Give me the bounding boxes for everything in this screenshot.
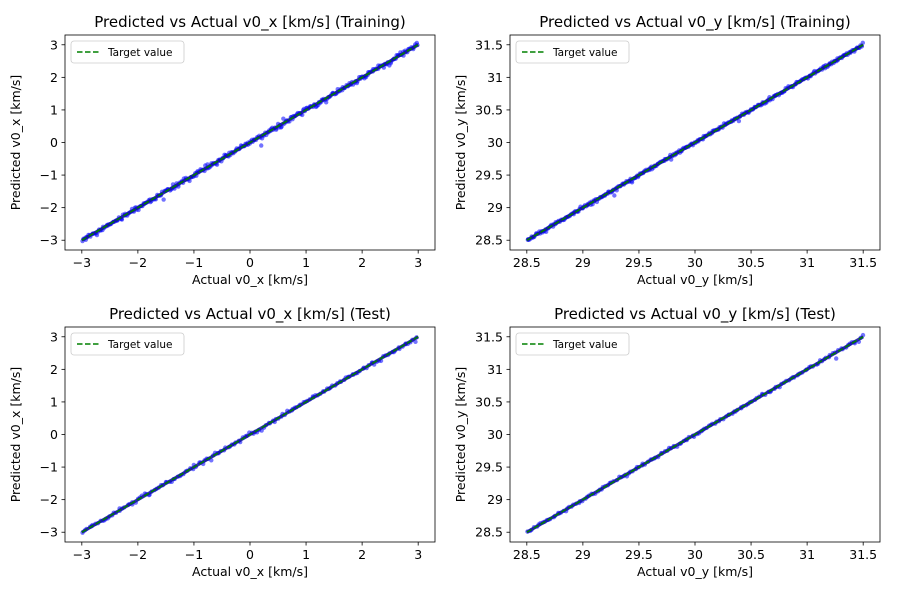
y-tick-label: 29 — [487, 492, 503, 507]
legend-label: Target value — [552, 339, 618, 351]
scatter-point — [834, 356, 839, 361]
scatter-point — [323, 100, 329, 105]
legend: Target value — [70, 40, 185, 64]
target-line — [526, 336, 864, 533]
y-tick-label: 3 — [50, 329, 58, 344]
y-tick-label: −3 — [40, 525, 58, 540]
y-tick-label: 29.5 — [475, 168, 503, 183]
y-tick-label: −1 — [40, 460, 58, 475]
x-tick-label: 31 — [799, 547, 815, 562]
y-tick-label: −3 — [40, 233, 58, 248]
x-tick-label: 30 — [687, 547, 703, 562]
x-tick-label: 31.5 — [849, 255, 877, 270]
x-tick-label: 0 — [246, 255, 254, 270]
legend-label: Target value — [552, 47, 618, 59]
x-tick-label: 3 — [414, 547, 422, 562]
x-tick-label: −2 — [129, 547, 147, 562]
subplot-4: 28.5 29 29.5 30 30.5 31 31.5 28.5 29 29.5 30 30.5 31… — [453, 305, 881, 579]
y-tick-label: 28.5 — [475, 233, 503, 248]
x-tick-label: 0 — [246, 547, 254, 562]
subplot-1: −3 −2 −1 0 1 2 3 −3 −2 −1 0 1 2 3 Predicted vs Actual … — [8, 13, 436, 287]
legend-box — [515, 40, 630, 64]
scatter-point — [161, 197, 166, 202]
x-tick-label: 3 — [414, 255, 422, 270]
y-tick-label: 0 — [50, 427, 58, 442]
y-tick-label: 1 — [50, 394, 58, 409]
x-tick-label: 31 — [799, 255, 815, 270]
x-tick-label: 1 — [302, 547, 310, 562]
x-tick-label: 30.5 — [737, 547, 765, 562]
scatter-point — [94, 232, 100, 238]
y-axis-label: Predicted v0_y [km/s] — [453, 75, 468, 211]
x-tick-label: 29.5 — [625, 255, 653, 270]
y-tick-label: 31.5 — [475, 329, 503, 344]
y-tick-label: 30 — [487, 427, 503, 442]
scatter-point — [612, 193, 617, 198]
x-tick-label: −3 — [73, 255, 91, 270]
target-line — [81, 44, 419, 241]
legend-box — [70, 332, 185, 356]
chart-title: Predicted vs Actual v0_x [km/s] (Trainin… — [94, 13, 406, 32]
x-tick-label: 2 — [358, 255, 366, 270]
target-line — [526, 44, 864, 241]
scatter-point — [736, 118, 742, 124]
y-tick-label: 31 — [487, 362, 503, 377]
x-axis-label: Actual v0_y [km/s] — [637, 272, 753, 287]
legend-box — [70, 40, 185, 64]
legend-label: Target value — [107, 339, 173, 351]
x-tick-label: 2 — [358, 547, 366, 562]
y-tick-label: 1 — [50, 102, 58, 117]
y-tick-label: 28.5 — [475, 525, 503, 540]
chart-title: Predicted vs Actual v0_y [km/s] (Test) — [554, 305, 836, 324]
y-tick-label: 30.5 — [475, 394, 503, 409]
x-tick-label: 30.5 — [737, 255, 765, 270]
x-tick-label: 1 — [302, 255, 310, 270]
chart-title: Predicted vs Actual v0_y [km/s] (Trainin… — [539, 13, 851, 32]
x-tick-label: −3 — [73, 547, 91, 562]
y-axis-label: Predicted v0_x [km/s] — [8, 367, 23, 503]
x-axis-label: Actual v0_x [km/s] — [192, 564, 308, 579]
y-tick-label: 30.5 — [475, 102, 503, 117]
y-tick-label: 29.5 — [475, 460, 503, 475]
x-axis-label: Actual v0_y [km/s] — [637, 564, 753, 579]
legend: Target value — [70, 332, 185, 356]
x-tick-label: 31.5 — [849, 547, 877, 562]
x-tick-label: 28.5 — [513, 255, 541, 270]
subplot-2: 28.5 29 29.5 30 30.5 31 31.5 28.5 29 29.5 30 30.5 31… — [453, 13, 881, 287]
scatter-point — [259, 143, 264, 148]
y-tick-label: 30 — [487, 135, 503, 150]
x-tick-label: −1 — [185, 547, 203, 562]
y-axis-label: Predicted v0_x [km/s] — [8, 75, 23, 211]
x-tick-label: 30 — [687, 255, 703, 270]
x-tick-label: 29 — [575, 547, 591, 562]
y-tick-label: 2 — [50, 70, 58, 85]
y-tick-label: 29 — [487, 200, 503, 215]
x-tick-label: −1 — [185, 255, 203, 270]
legend-label: Target value — [107, 47, 173, 59]
y-tick-label: 31 — [487, 70, 503, 85]
y-tick-label: 3 — [50, 37, 58, 52]
y-tick-label: 2 — [50, 362, 58, 377]
subplot-3: −3 −2 −1 0 1 2 3 −3 −2 −1 0 1 2 3 Predicted vs Actual … — [8, 305, 436, 579]
legend: Target value — [515, 332, 630, 356]
x-tick-label: 28.5 — [513, 547, 541, 562]
y-tick-label: −1 — [40, 168, 58, 183]
y-tick-label: 31.5 — [475, 37, 503, 52]
y-tick-label: 0 — [50, 135, 58, 150]
legend: Target value — [515, 40, 630, 64]
y-tick-label: −2 — [40, 492, 58, 507]
x-tick-label: 29.5 — [625, 547, 653, 562]
chart-title: Predicted vs Actual v0_x [km/s] (Test) — [109, 305, 391, 324]
target-line — [81, 336, 419, 533]
y-axis-label: Predicted v0_y [km/s] — [453, 367, 468, 503]
y-tick-label: −2 — [40, 200, 58, 215]
x-tick-label: 29 — [575, 255, 591, 270]
x-tick-label: −2 — [129, 255, 147, 270]
legend-box — [515, 332, 630, 356]
x-axis-label: Actual v0_x [km/s] — [192, 272, 308, 287]
